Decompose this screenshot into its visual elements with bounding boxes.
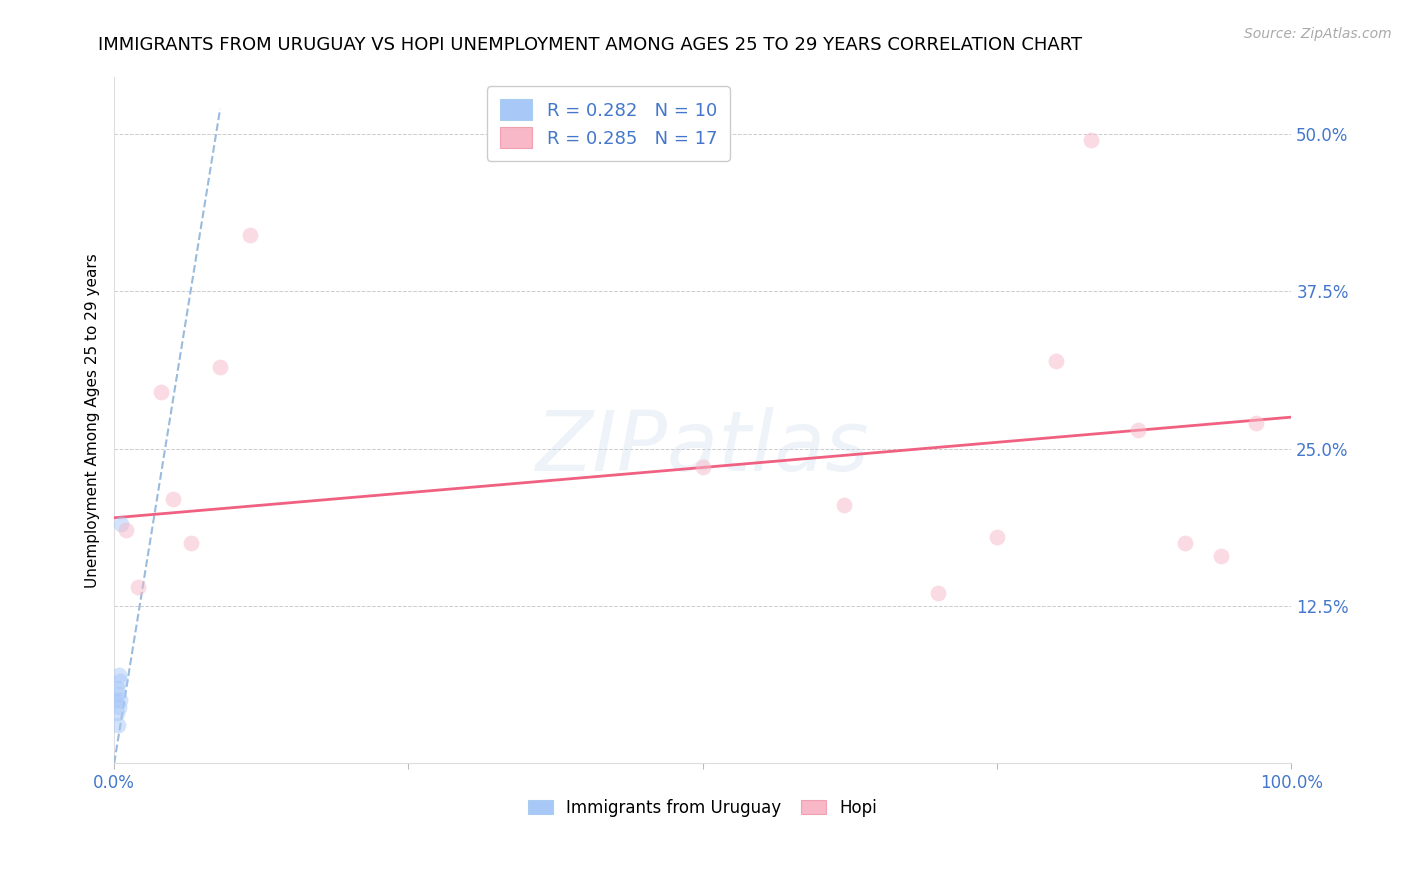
- Text: ZIPatlas: ZIPatlas: [536, 408, 869, 488]
- Point: [150, 384, 173, 399]
- Y-axis label: Unemployment Among Ages 25 to 29 years: Unemployment Among Ages 25 to 29 years: [86, 253, 100, 588]
- Point: [107, 718, 129, 732]
- Point: [1045, 353, 1067, 368]
- Point: [105, 681, 128, 695]
- Point: [1128, 423, 1150, 437]
- Legend: Immigrants from Uruguay, Hopi: Immigrants from Uruguay, Hopi: [522, 792, 884, 823]
- Point: [105, 706, 128, 720]
- Point: [127, 580, 149, 594]
- Point: [832, 498, 855, 512]
- Point: [1209, 549, 1232, 563]
- Point: [108, 699, 131, 714]
- Point: [986, 530, 1008, 544]
- Text: Source: ZipAtlas.com: Source: ZipAtlas.com: [1244, 27, 1392, 41]
- Point: [238, 227, 260, 242]
- Point: [110, 517, 132, 532]
- Point: [108, 674, 131, 689]
- Point: [104, 693, 127, 707]
- Point: [108, 668, 131, 682]
- Point: [108, 693, 131, 707]
- Point: [692, 460, 714, 475]
- Point: [927, 586, 949, 600]
- Point: [1174, 536, 1197, 550]
- Point: [1244, 417, 1267, 431]
- Point: [209, 359, 232, 374]
- Point: [162, 491, 184, 506]
- Point: [115, 524, 138, 538]
- Point: [180, 536, 202, 550]
- Point: [107, 687, 129, 701]
- Text: IMMIGRANTS FROM URUGUAY VS HOPI UNEMPLOYMENT AMONG AGES 25 TO 29 YEARS CORRELATI: IMMIGRANTS FROM URUGUAY VS HOPI UNEMPLOY…: [98, 36, 1083, 54]
- Point: [1080, 133, 1102, 147]
